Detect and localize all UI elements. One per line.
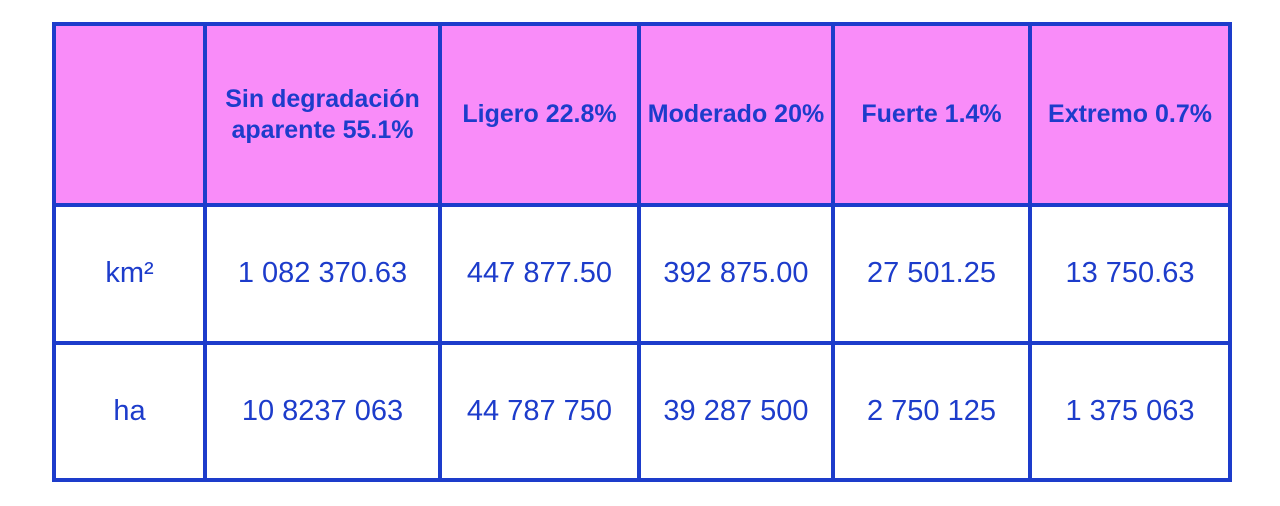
row-label: ha bbox=[52, 340, 207, 482]
table-row: ha 10 8237 063 44 787 750 39 287 500 2 750 1… bbox=[52, 340, 1232, 482]
header-cell: Ligero 22.8% bbox=[438, 22, 641, 207]
table-row: km² 1 082 370.63 447 877.50 392 875.00 27 50… bbox=[52, 203, 1232, 345]
value-cell: 1 375 063 bbox=[1028, 340, 1232, 482]
value-cell: 1 082 370.63 bbox=[203, 203, 442, 345]
value-cell: 27 501.25 bbox=[831, 203, 1032, 345]
table-header: Sin degradación aparente 55.1% Ligero 22… bbox=[52, 22, 1232, 207]
header-cell: Sin degradación aparente 55.1% bbox=[203, 22, 442, 207]
corner-cell bbox=[52, 22, 207, 207]
header-row: Sin degradación aparente 55.1% Ligero 22… bbox=[52, 22, 1232, 207]
row-label: km² bbox=[52, 203, 207, 345]
header-cell: Fuerte 1.4% bbox=[831, 22, 1032, 207]
value-cell: 44 787 750 bbox=[438, 340, 641, 482]
value-cell: 10 8237 063 bbox=[203, 340, 442, 482]
header-cell: Extremo 0.7% bbox=[1028, 22, 1232, 207]
data-table: Sin degradación aparente 55.1% Ligero 22… bbox=[52, 22, 1232, 482]
table-body: km² 1 082 370.63 447 877.50 392 875.00 27 50… bbox=[52, 203, 1232, 482]
value-cell: 13 750.63 bbox=[1028, 203, 1232, 345]
header-cell: Moderado 20% bbox=[637, 22, 835, 207]
value-cell: 392 875.00 bbox=[637, 203, 835, 345]
value-cell: 447 877.50 bbox=[438, 203, 641, 345]
value-cell: 39 287 500 bbox=[637, 340, 835, 482]
value-cell: 2 750 125 bbox=[831, 340, 1032, 482]
